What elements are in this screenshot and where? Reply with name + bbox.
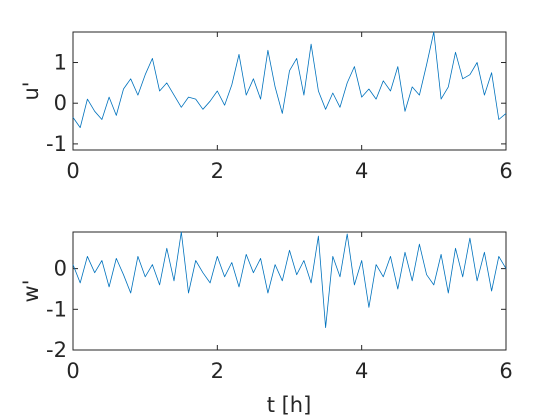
- w-prime-y-tick-label: -2: [46, 338, 67, 362]
- w-prime-panel: 0 2 4 6 -2 -1 0 w' t [h]: [19, 231, 513, 417]
- w-prime-x-tick-label: 2: [211, 359, 224, 383]
- u-prime-x-tick-label: 2: [211, 159, 224, 183]
- u-prime-panel: 0 2 4 6 -1 0 1 u': [19, 31, 513, 183]
- u-prime-x-tick-label: 4: [355, 159, 368, 183]
- u-prime-axes-frame: [72, 31, 507, 151]
- w-prime-x-tick-label: 0: [66, 359, 79, 383]
- u-prime-y-tick-label: 1: [54, 51, 67, 75]
- w-prime-y-tick-label: 0: [54, 257, 67, 281]
- w-prime-x-tick-label: 4: [355, 359, 368, 383]
- w-prime-tick-labels: 0 2 4 6 -2 -1 0: [46, 257, 513, 383]
- w-prime-x-axis-label: t [h]: [267, 393, 312, 417]
- u-prime-y-tick-label: -1: [46, 132, 67, 156]
- w-prime-series-group: [72, 231, 507, 329]
- u-prime-x-tick-label: 6: [499, 159, 512, 183]
- u-prime-ticks: [72, 32, 507, 150]
- w-prime-x-tick-label: 6: [499, 359, 512, 383]
- w-prime-y-tick-label: -1: [46, 297, 67, 321]
- w-prime-series-line: [72, 231, 507, 329]
- u-prime-x-tick-label: 0: [66, 159, 79, 183]
- u-prime-y-tick-label: 0: [54, 91, 67, 115]
- u-prime-series-group: [72, 31, 507, 128]
- u-prime-tick-labels: 0 2 4 6 -1 0 1: [46, 51, 513, 183]
- u-prime-series-line: [72, 31, 507, 128]
- u-prime-y-axis-label: u': [19, 81, 43, 100]
- w-prime-ticks: [72, 232, 507, 351]
- w-prime-y-axis-label: w': [19, 280, 43, 303]
- w-prime-axes-frame: [72, 231, 507, 351]
